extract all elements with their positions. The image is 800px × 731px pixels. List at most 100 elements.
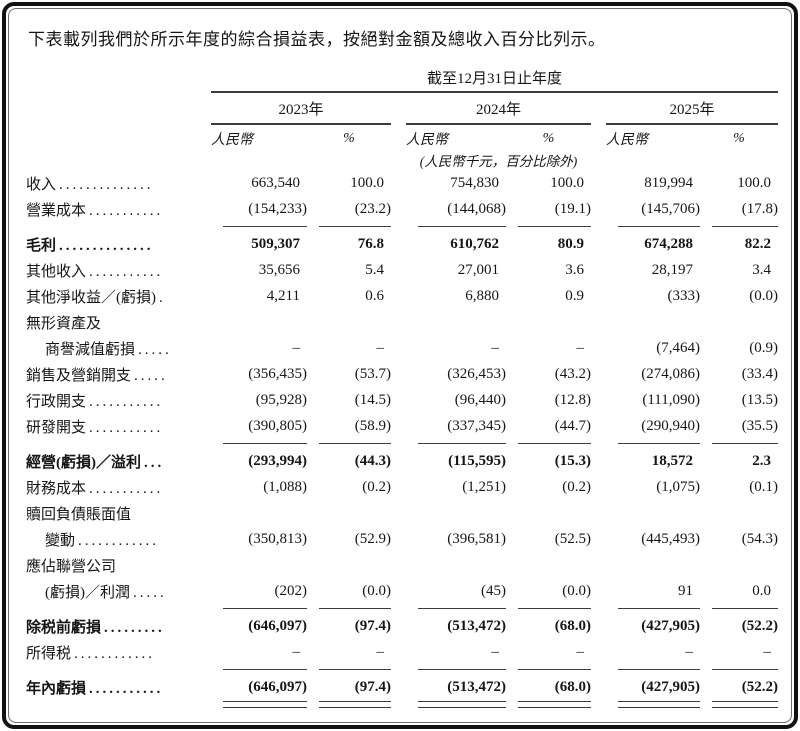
rule-line bbox=[606, 222, 700, 231]
cell-value: (44.7) bbox=[554, 417, 591, 434]
cell-value: (1,075) bbox=[656, 478, 700, 495]
cell-value: (0.1) bbox=[749, 478, 779, 495]
cell-value bbox=[606, 309, 700, 335]
rule-line bbox=[406, 665, 506, 674]
currency-header: 人民幣 bbox=[606, 133, 648, 148]
row-label-text: 除税前虧損 bbox=[26, 619, 102, 636]
leader-dots: ......... bbox=[104, 619, 165, 636]
cell-value bbox=[307, 500, 391, 526]
rule-line bbox=[319, 442, 391, 445]
rule-line bbox=[418, 607, 506, 610]
row-label: 年內虧損........... bbox=[26, 674, 211, 700]
rule-line bbox=[618, 225, 700, 228]
cell-value bbox=[506, 309, 591, 335]
table-row: 毛利.............. 509,307 76.8 610,762 80.9 67… bbox=[26, 231, 778, 257]
table-row: 應佔聯營公司 bbox=[26, 552, 778, 578]
row-label: 變動............ bbox=[26, 526, 211, 552]
table-row: 行政開支........... (95,928) (14.5) (96,440) (12… bbox=[26, 387, 778, 413]
rule-line bbox=[211, 222, 307, 231]
double-rule-line bbox=[319, 700, 391, 709]
leader-dots: ..... bbox=[133, 584, 167, 601]
row-label-text: 銷售及營銷開支 bbox=[26, 367, 132, 384]
row-label-text: 財務成本 bbox=[26, 480, 87, 497]
cell-value bbox=[506, 500, 591, 526]
row-label-text: 年內虧損 bbox=[26, 680, 87, 697]
rule-line bbox=[211, 700, 307, 709]
cell-value: (350,813) bbox=[248, 530, 307, 547]
cell-value: 3.6 bbox=[565, 261, 584, 278]
cell-value: (0.0) bbox=[749, 287, 779, 304]
cell-value bbox=[606, 500, 700, 526]
cell-value: (145,706) bbox=[641, 200, 700, 217]
percent-header: % bbox=[542, 131, 555, 146]
cell-value: 0.9 bbox=[565, 287, 584, 304]
row-label-text: 研發開支 bbox=[26, 419, 87, 436]
cell-value: – bbox=[292, 643, 301, 660]
rule-line bbox=[700, 222, 779, 231]
rule-line bbox=[506, 222, 591, 231]
cell-value: 610,762 bbox=[450, 235, 499, 252]
rule-line bbox=[307, 439, 391, 448]
rule-line bbox=[506, 604, 591, 613]
rule-line bbox=[307, 604, 391, 613]
cell-value: (274,086) bbox=[641, 365, 700, 382]
row-label: 銷售及營銷開支..... bbox=[26, 361, 211, 387]
rule-line bbox=[712, 607, 779, 610]
table-header: 截至12月31日止年度 2023年 2024年 2025年 bbox=[26, 64, 779, 170]
rule-line bbox=[223, 607, 307, 610]
row-label-text: 其他淨收益／(虧損) bbox=[26, 289, 156, 306]
double-rule-line bbox=[618, 700, 700, 709]
cell-value: (337,345) bbox=[447, 417, 506, 434]
cell-value: (1,251) bbox=[462, 478, 506, 495]
row-label-text: 變動 bbox=[45, 532, 76, 549]
row-label: 研發開支........... bbox=[26, 413, 211, 439]
cell-value: (333) bbox=[667, 287, 701, 304]
table-row: 贖回負債賬面值 bbox=[26, 500, 778, 526]
cell-value: (54.3) bbox=[741, 530, 779, 547]
cell-value: (7,464) bbox=[656, 339, 700, 356]
rule-line bbox=[700, 439, 779, 448]
rule-line bbox=[406, 700, 506, 709]
rule-line bbox=[618, 442, 700, 445]
rule-line bbox=[319, 607, 391, 610]
table-row: 營業成本........... (154,233) (23.2) (144,068) (… bbox=[26, 196, 778, 222]
cell-value: 18,572 bbox=[651, 452, 693, 469]
cell-value: (45) bbox=[481, 582, 506, 599]
table-row: 銷售及營銷開支..... (356,435) (53.7) (326,453) (43.… bbox=[26, 361, 778, 387]
cell-value: – bbox=[685, 643, 694, 660]
cell-value: (58.9) bbox=[354, 417, 391, 434]
cell-value: (52.2) bbox=[741, 617, 779, 634]
row-label: 財務成本........... bbox=[26, 474, 211, 500]
cell-value bbox=[211, 552, 307, 578]
table-row: 商譽減值虧損..... – – – – (7,464) (0.9) bbox=[26, 335, 778, 361]
double-rule-line bbox=[223, 700, 307, 709]
leader-dots: .............. bbox=[59, 237, 154, 254]
leader-dots: ........... bbox=[89, 202, 164, 219]
cell-value: (23.2) bbox=[354, 200, 391, 217]
table-row: 所得税............ – – – – – – bbox=[26, 639, 778, 665]
cell-value: – bbox=[292, 339, 301, 356]
rule-line bbox=[319, 668, 391, 671]
row-label: 贖回負債賬面值 bbox=[26, 500, 211, 526]
cell-value: (356,435) bbox=[248, 365, 307, 382]
table-row: 年內虧損........... (646,097) (97.4) (513,472) (… bbox=[26, 674, 778, 700]
cell-value: (513,472) bbox=[447, 617, 506, 634]
cell-value: (111,090) bbox=[642, 391, 700, 408]
rule-line bbox=[406, 222, 506, 231]
cell-value: 100.0 bbox=[350, 174, 384, 191]
row-label: 商譽減值虧損..... bbox=[26, 335, 211, 361]
leader-dots: ........... bbox=[89, 419, 164, 436]
cell-value: 91 bbox=[678, 582, 693, 599]
cell-value: (326,453) bbox=[447, 365, 506, 382]
leader-dots: ............ bbox=[78, 532, 160, 549]
cell-value: (97.4) bbox=[354, 617, 391, 634]
cell-value bbox=[406, 552, 506, 578]
leader-dots: ........... bbox=[89, 480, 164, 497]
cell-value bbox=[211, 500, 307, 526]
cell-value bbox=[307, 552, 391, 578]
row-label: 其他淨收益／(虧損). bbox=[26, 283, 211, 309]
cell-value bbox=[211, 309, 307, 335]
cell-value: (35.5) bbox=[741, 417, 779, 434]
table-row: (虧損)／利潤..... (202) (0.0) (45) (0.0) 91 0.0 bbox=[26, 578, 778, 604]
